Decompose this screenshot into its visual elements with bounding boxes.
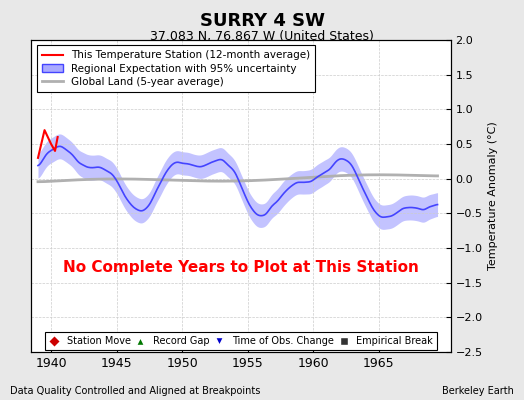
- Text: 37.083 N, 76.867 W (United States): 37.083 N, 76.867 W (United States): [150, 30, 374, 43]
- Text: Berkeley Earth: Berkeley Earth: [442, 386, 514, 396]
- Legend: Station Move, Record Gap, Time of Obs. Change, Empirical Break: Station Move, Record Gap, Time of Obs. C…: [45, 332, 437, 350]
- Text: Data Quality Controlled and Aligned at Breakpoints: Data Quality Controlled and Aligned at B…: [10, 386, 261, 396]
- Y-axis label: Temperature Anomaly (°C): Temperature Anomaly (°C): [488, 122, 498, 270]
- Text: SURRY 4 SW: SURRY 4 SW: [200, 12, 324, 30]
- Text: No Complete Years to Plot at This Station: No Complete Years to Plot at This Statio…: [63, 260, 419, 275]
